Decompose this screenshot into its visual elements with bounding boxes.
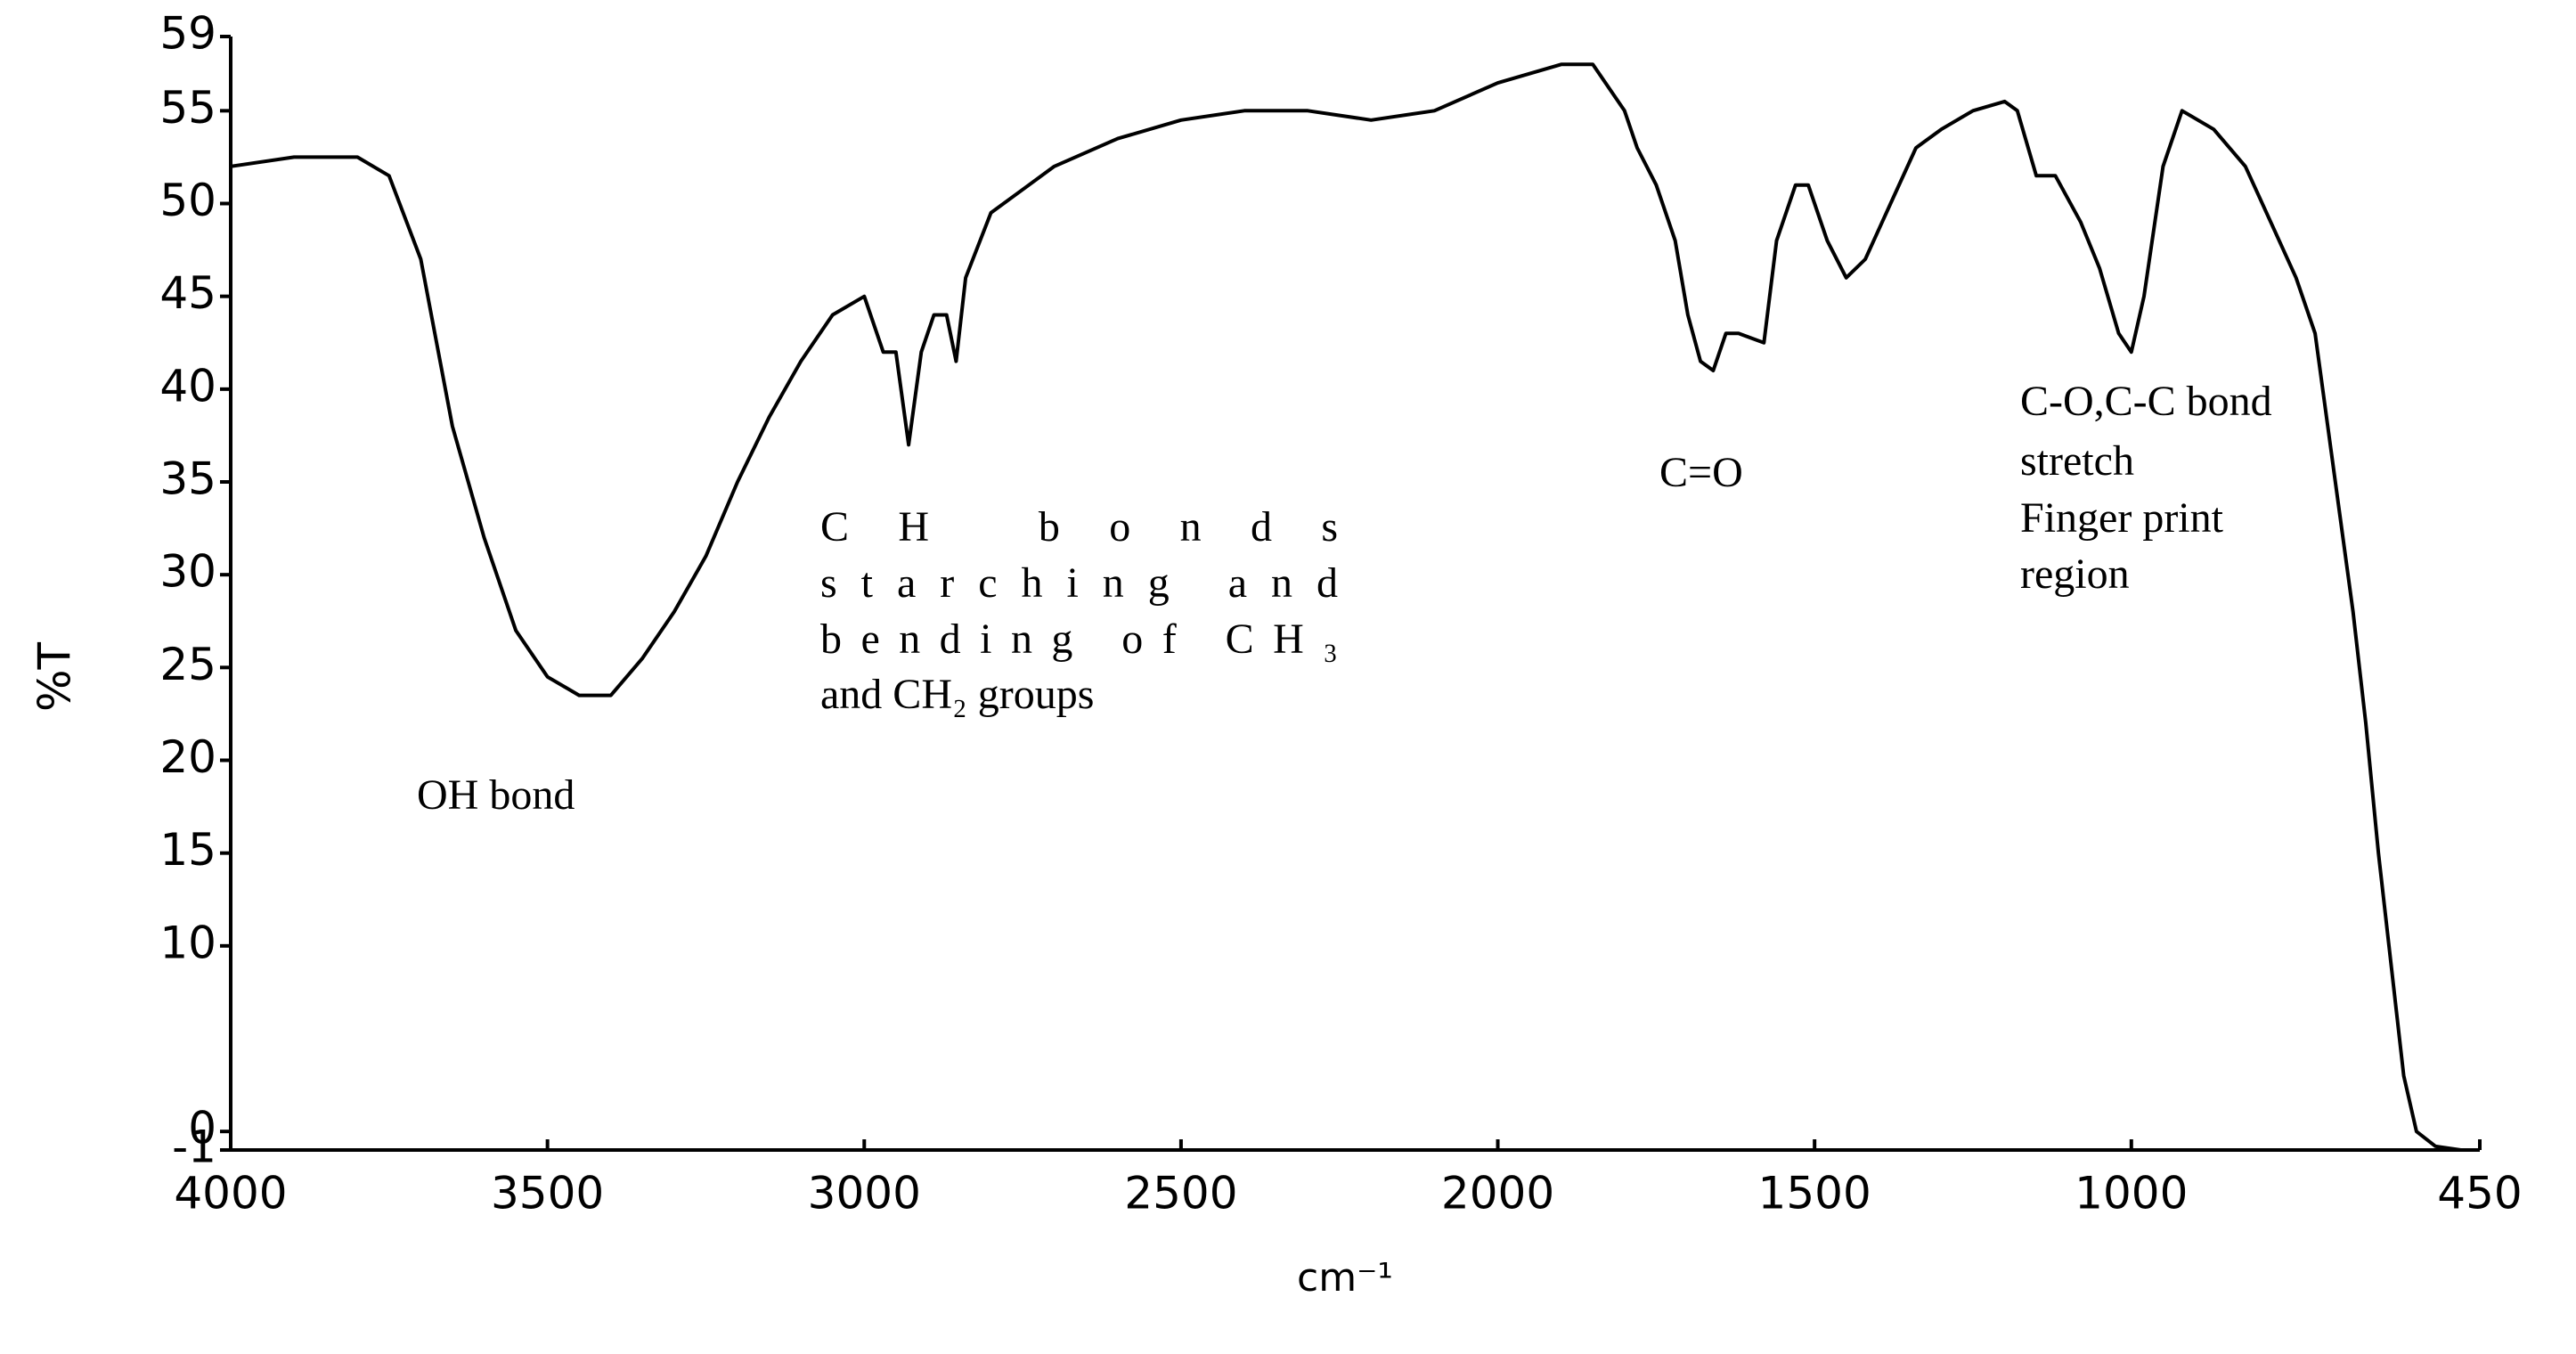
x-axis-label: cm⁻¹ [1297, 1255, 1393, 1301]
x-tick-label: 3500 [491, 1168, 604, 1219]
x-tick-label: 450 [2437, 1168, 2522, 1219]
y-tick-label: -1 [172, 1122, 216, 1173]
y-tick-label: 10 [159, 917, 216, 968]
annotation: OH bond [417, 771, 575, 819]
x-tick-label: 4000 [174, 1168, 287, 1219]
annotation: CH bonds [820, 503, 1338, 551]
annotation: starching and [820, 559, 1338, 607]
x-tick-label: 1500 [1758, 1168, 1871, 1219]
annotation: and CH₂ groups [820, 671, 1094, 718]
x-tick-label: 2500 [1124, 1168, 1237, 1219]
annotation: stretch [2020, 437, 2134, 485]
y-tick-label: 25 [159, 639, 216, 690]
y-tick-label: 59 [159, 8, 216, 60]
annotation: Finger print [2020, 494, 2224, 542]
y-tick-label: 20 [159, 731, 216, 783]
annotation: region [2020, 551, 2130, 598]
y-tick-label: 45 [159, 267, 216, 319]
y-tick-label: 15 [159, 824, 216, 876]
spectrum-line [230, 62, 2461, 1152]
y-axis-label: %T [29, 642, 81, 713]
annotation: C=O [1659, 449, 1743, 496]
y-tick-label: 0 [188, 1103, 216, 1154]
x-tick-label: 2000 [1441, 1168, 1554, 1219]
y-tick-label: 30 [159, 546, 216, 598]
annotation: bending of CH₃ [820, 616, 1338, 663]
x-tick-label: 1000 [2075, 1168, 2188, 1219]
x-tick-label: 3000 [808, 1168, 921, 1219]
y-tick-label: 35 [159, 453, 216, 505]
y-tick-label: 40 [159, 360, 216, 412]
annotation: C-O,C-C bond [2020, 378, 2272, 425]
y-tick-label: 55 [159, 82, 216, 134]
y-tick-label: 50 [159, 175, 216, 226]
